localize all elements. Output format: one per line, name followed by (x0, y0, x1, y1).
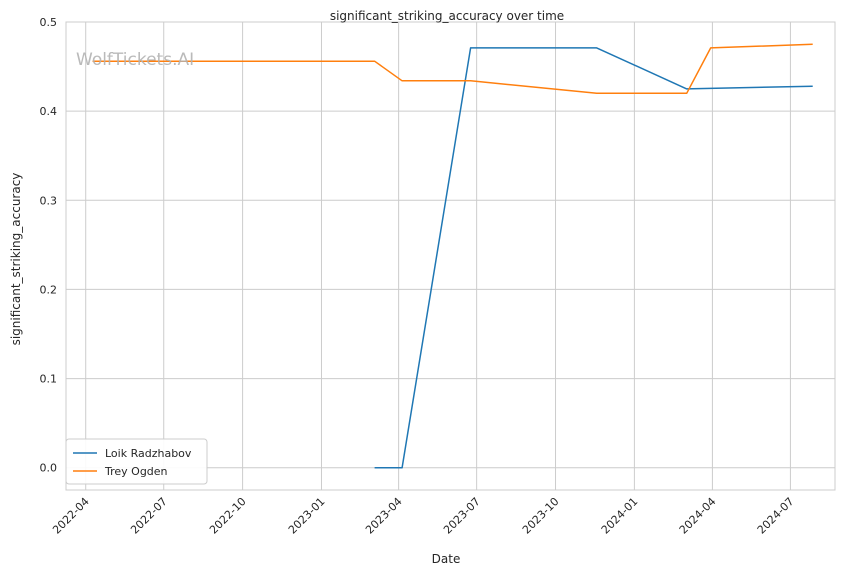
x-axis-label: Date (432, 552, 461, 566)
x-tick-label: 2023-07 (441, 495, 483, 537)
legend: Loik Radzhabov Trey Ogden (65, 438, 208, 485)
legend-label-loik: Loik Radzhabov (105, 447, 192, 460)
series-line-trey-ogden (92, 43, 813, 95)
y-tick-labels: 0.0 0.1 0.2 0.3 0.4 0.5 (40, 16, 58, 475)
y-tick-label: 0.2 (40, 283, 58, 296)
x-tick-label: 2022-07 (128, 495, 170, 537)
legend-label-trey: Trey Ogden (104, 465, 168, 478)
y-tick-label: 0.0 (40, 462, 58, 475)
y-tick-label: 0.5 (40, 16, 58, 29)
plot-area (66, 22, 835, 490)
series-line-loik-radzhabov (374, 47, 813, 469)
x-tick-label: 2023-04 (363, 495, 405, 537)
y-tick-label: 0.4 (40, 105, 58, 118)
y-tick-label: 0.1 (40, 373, 58, 386)
x-tick-label: 2022-10 (207, 495, 249, 537)
chart-title: significant_striking_accuracy over time (330, 9, 564, 23)
y-axis-label: significant_striking_accuracy (9, 173, 23, 346)
y-tick-label: 0.3 (40, 194, 58, 207)
x-tick-label: 2022-04 (50, 495, 92, 537)
legend-box (65, 438, 208, 485)
x-tick-label: 2023-10 (520, 495, 562, 537)
watermark: WolfTickets.AI (76, 50, 194, 70)
x-tick-label: 2024-07 (755, 495, 797, 537)
x-tick-label: 2024-04 (677, 495, 719, 537)
x-tick-labels: 2022-04 2022-07 2022-10 2023-01 2023-04 2023-… (50, 495, 796, 537)
series-lines (92, 43, 813, 469)
x-tick-label: 2024-01 (599, 495, 641, 537)
x-tick-label: 2023-01 (286, 495, 328, 537)
plot-frame (65, 21, 836, 491)
